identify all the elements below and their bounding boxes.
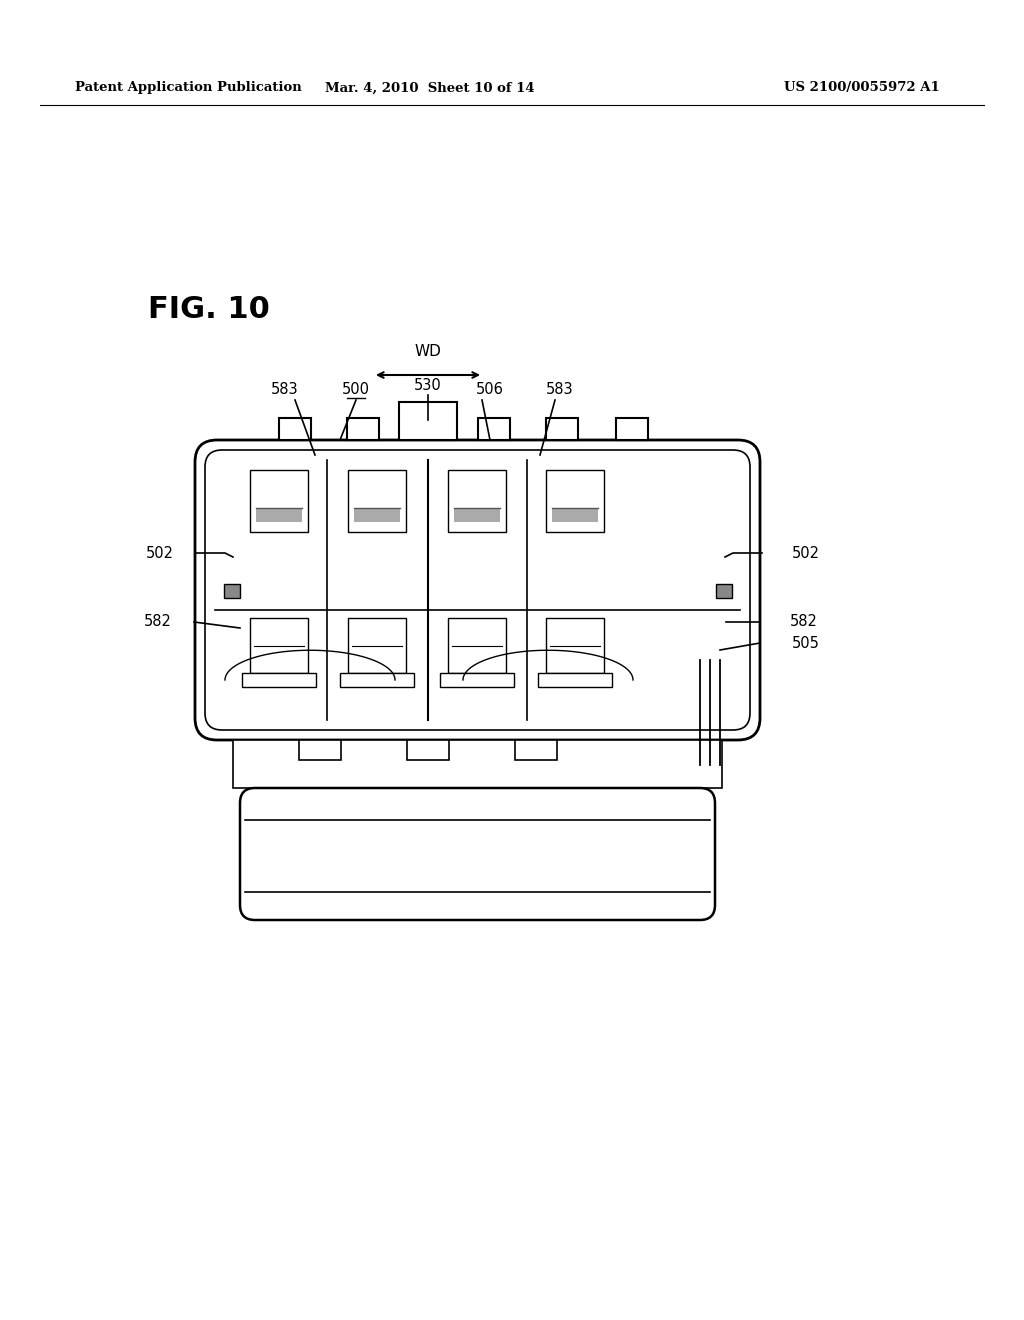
Bar — [616, 418, 648, 440]
Text: Patent Application Publication: Patent Application Publication — [75, 82, 302, 95]
Bar — [348, 470, 406, 532]
Bar — [407, 741, 449, 760]
Bar — [347, 418, 379, 440]
Bar — [449, 470, 506, 532]
Text: 583: 583 — [546, 383, 573, 397]
Text: 582: 582 — [144, 615, 172, 630]
Bar — [440, 673, 514, 686]
Bar — [256, 508, 302, 521]
Bar — [716, 583, 732, 598]
Text: 502: 502 — [146, 545, 174, 561]
Bar — [399, 403, 457, 440]
Text: WD: WD — [415, 345, 441, 359]
Text: 506: 506 — [476, 383, 504, 397]
FancyBboxPatch shape — [195, 440, 760, 741]
Text: 582: 582 — [790, 615, 818, 630]
Bar — [340, 673, 414, 686]
Bar — [299, 741, 341, 760]
Bar — [454, 508, 500, 521]
Text: 500: 500 — [342, 383, 370, 397]
Bar — [354, 508, 400, 521]
Text: 530: 530 — [414, 378, 442, 392]
Bar — [233, 741, 722, 788]
Bar — [546, 618, 604, 673]
Bar — [348, 618, 406, 673]
FancyBboxPatch shape — [240, 788, 715, 920]
Bar — [279, 418, 311, 440]
Bar — [478, 418, 510, 440]
Bar — [546, 418, 578, 440]
Bar — [552, 508, 598, 521]
Bar — [224, 583, 240, 598]
Bar — [449, 618, 506, 673]
Text: Mar. 4, 2010  Sheet 10 of 14: Mar. 4, 2010 Sheet 10 of 14 — [326, 82, 535, 95]
Bar — [538, 673, 612, 686]
Text: FIG. 10: FIG. 10 — [148, 296, 270, 325]
Text: 502: 502 — [792, 545, 820, 561]
Bar — [546, 470, 604, 532]
Bar — [250, 470, 308, 532]
Text: 583: 583 — [271, 383, 299, 397]
Text: 505: 505 — [792, 635, 820, 651]
Bar — [250, 618, 308, 673]
Bar — [242, 673, 316, 686]
Bar — [515, 741, 557, 760]
Text: US 2100/0055972 A1: US 2100/0055972 A1 — [784, 82, 940, 95]
